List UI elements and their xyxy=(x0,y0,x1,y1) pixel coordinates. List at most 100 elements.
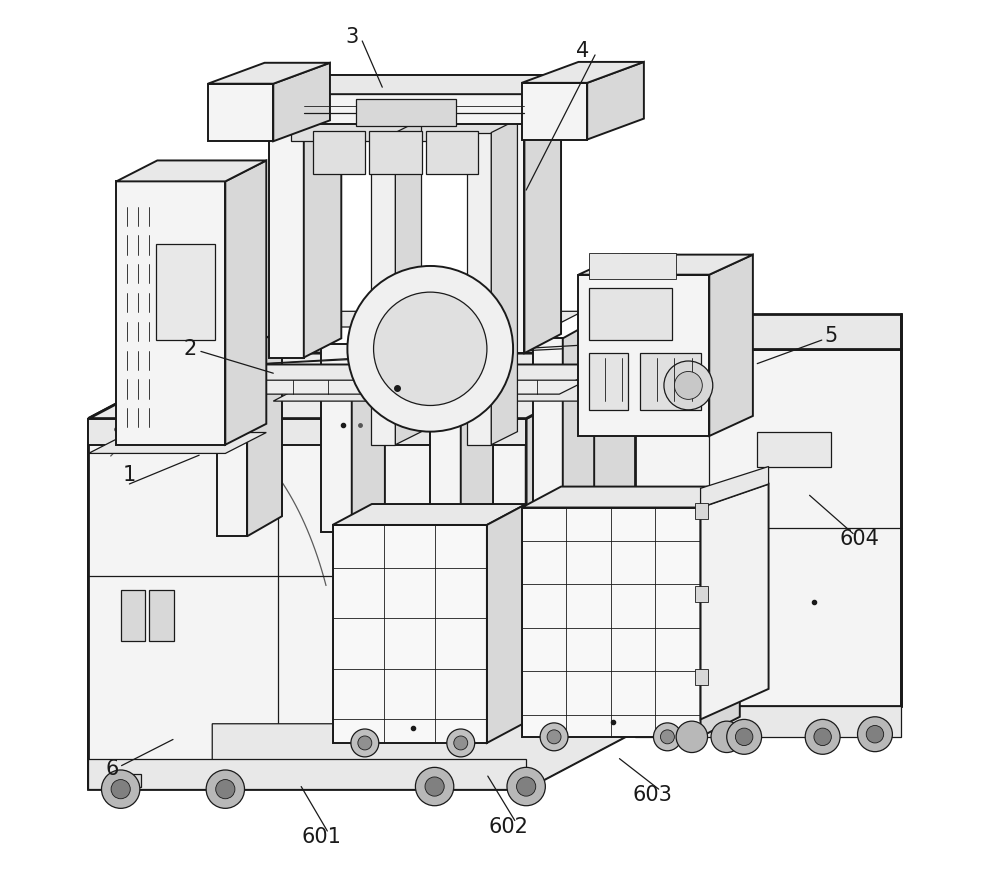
Circle shape xyxy=(540,723,568,751)
Circle shape xyxy=(735,728,753,746)
Text: 1: 1 xyxy=(123,466,136,485)
Circle shape xyxy=(866,726,884,743)
Bar xyxy=(356,99,456,126)
Bar xyxy=(121,590,145,641)
Polygon shape xyxy=(487,504,526,743)
Text: 601: 601 xyxy=(301,828,341,847)
Polygon shape xyxy=(273,63,330,141)
Bar xyxy=(631,405,646,423)
Circle shape xyxy=(358,736,372,750)
Bar xyxy=(313,131,365,174)
Polygon shape xyxy=(208,84,273,141)
Bar xyxy=(695,503,708,519)
Bar xyxy=(149,590,174,641)
Polygon shape xyxy=(522,508,701,737)
Circle shape xyxy=(547,730,561,744)
Circle shape xyxy=(447,729,475,757)
Polygon shape xyxy=(524,75,561,353)
Text: 6: 6 xyxy=(105,760,119,779)
Polygon shape xyxy=(491,94,524,353)
Polygon shape xyxy=(88,353,650,419)
Text: 5: 5 xyxy=(825,326,838,345)
Circle shape xyxy=(858,717,892,752)
Polygon shape xyxy=(430,342,461,529)
Bar xyxy=(757,432,831,467)
Circle shape xyxy=(351,729,379,757)
Polygon shape xyxy=(333,504,526,525)
Text: 2: 2 xyxy=(184,339,197,358)
Polygon shape xyxy=(88,724,650,789)
Bar xyxy=(156,244,215,340)
Polygon shape xyxy=(491,119,517,445)
Circle shape xyxy=(206,770,245,808)
Circle shape xyxy=(517,777,536,796)
Polygon shape xyxy=(304,78,341,358)
Circle shape xyxy=(727,719,762,754)
Bar xyxy=(631,532,646,549)
Polygon shape xyxy=(269,98,304,358)
Circle shape xyxy=(814,728,831,746)
Polygon shape xyxy=(522,62,644,83)
Circle shape xyxy=(347,266,513,432)
Polygon shape xyxy=(88,419,526,445)
Polygon shape xyxy=(701,484,769,719)
Polygon shape xyxy=(88,419,526,789)
Bar xyxy=(369,131,422,174)
Circle shape xyxy=(507,767,545,806)
Polygon shape xyxy=(88,353,650,419)
Circle shape xyxy=(415,767,454,806)
Bar xyxy=(589,353,628,410)
Bar xyxy=(426,131,478,174)
Polygon shape xyxy=(116,160,266,181)
Circle shape xyxy=(805,719,840,754)
Polygon shape xyxy=(635,349,901,706)
Polygon shape xyxy=(352,327,385,532)
Polygon shape xyxy=(269,94,524,124)
Circle shape xyxy=(374,292,487,405)
Polygon shape xyxy=(467,133,491,445)
Polygon shape xyxy=(709,255,753,436)
Polygon shape xyxy=(522,487,740,508)
Bar xyxy=(631,658,646,676)
Polygon shape xyxy=(578,275,709,436)
Text: 602: 602 xyxy=(489,817,529,836)
Circle shape xyxy=(425,777,444,796)
Polygon shape xyxy=(286,311,583,327)
Polygon shape xyxy=(461,324,493,529)
Bar xyxy=(589,253,676,279)
Polygon shape xyxy=(333,525,487,743)
Text: 604: 604 xyxy=(839,529,879,548)
Polygon shape xyxy=(563,321,594,526)
Circle shape xyxy=(676,721,708,753)
Circle shape xyxy=(664,361,713,410)
Text: 4: 4 xyxy=(576,41,589,60)
Polygon shape xyxy=(526,353,650,789)
Circle shape xyxy=(454,736,468,750)
Text: 3: 3 xyxy=(345,27,358,46)
Circle shape xyxy=(711,721,742,753)
Bar xyxy=(695,669,708,685)
Circle shape xyxy=(101,770,140,808)
Circle shape xyxy=(216,780,235,799)
Polygon shape xyxy=(212,364,609,384)
Polygon shape xyxy=(578,255,753,275)
Polygon shape xyxy=(116,774,141,787)
Polygon shape xyxy=(208,63,330,84)
Polygon shape xyxy=(88,433,266,453)
Text: 603: 603 xyxy=(633,786,673,805)
Circle shape xyxy=(660,730,674,744)
Bar xyxy=(695,586,708,602)
Circle shape xyxy=(653,723,681,751)
Polygon shape xyxy=(291,120,509,141)
Bar xyxy=(589,288,672,340)
Polygon shape xyxy=(701,487,740,737)
Polygon shape xyxy=(88,759,526,789)
Polygon shape xyxy=(371,133,395,445)
Polygon shape xyxy=(225,160,266,445)
Polygon shape xyxy=(522,83,587,140)
Polygon shape xyxy=(116,181,225,445)
Polygon shape xyxy=(321,344,352,532)
Circle shape xyxy=(674,371,702,399)
Polygon shape xyxy=(269,75,561,94)
Polygon shape xyxy=(217,349,247,536)
